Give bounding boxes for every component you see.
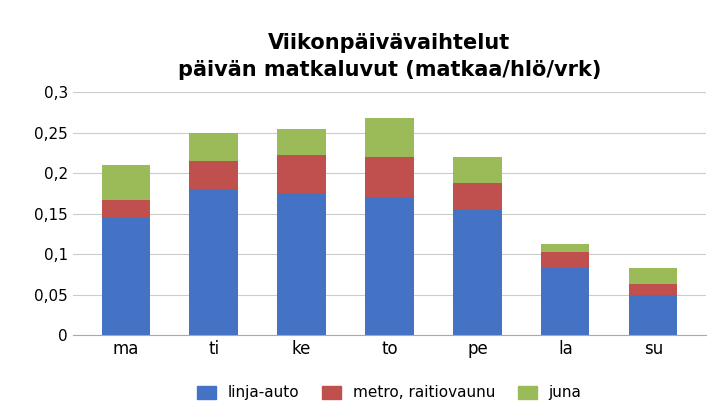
Legend: linja-auto, metro, raitiovaunu, juna: linja-auto, metro, raitiovaunu, juna (197, 385, 582, 401)
Bar (454, 210, 502, 335)
Bar (365, 118, 414, 157)
Bar (541, 244, 590, 252)
Bar (189, 189, 238, 335)
Bar (629, 268, 677, 284)
Bar (102, 218, 150, 335)
Bar (277, 155, 325, 194)
Bar (102, 165, 150, 200)
Bar (365, 197, 414, 335)
Title: Viikonpäivävaihtelut
päivän matkaluvut (matkaa/hlö/vrk): Viikonpäivävaihtelut päivän matkaluvut (… (178, 33, 601, 80)
Bar (541, 268, 590, 335)
Bar (102, 200, 150, 218)
Bar (454, 157, 502, 183)
Bar (189, 161, 238, 189)
Bar (277, 194, 325, 335)
Bar (541, 252, 590, 268)
Bar (629, 295, 677, 335)
Bar (189, 133, 238, 161)
Bar (365, 157, 414, 197)
Bar (454, 183, 502, 210)
Bar (277, 129, 325, 155)
Bar (629, 284, 677, 295)
